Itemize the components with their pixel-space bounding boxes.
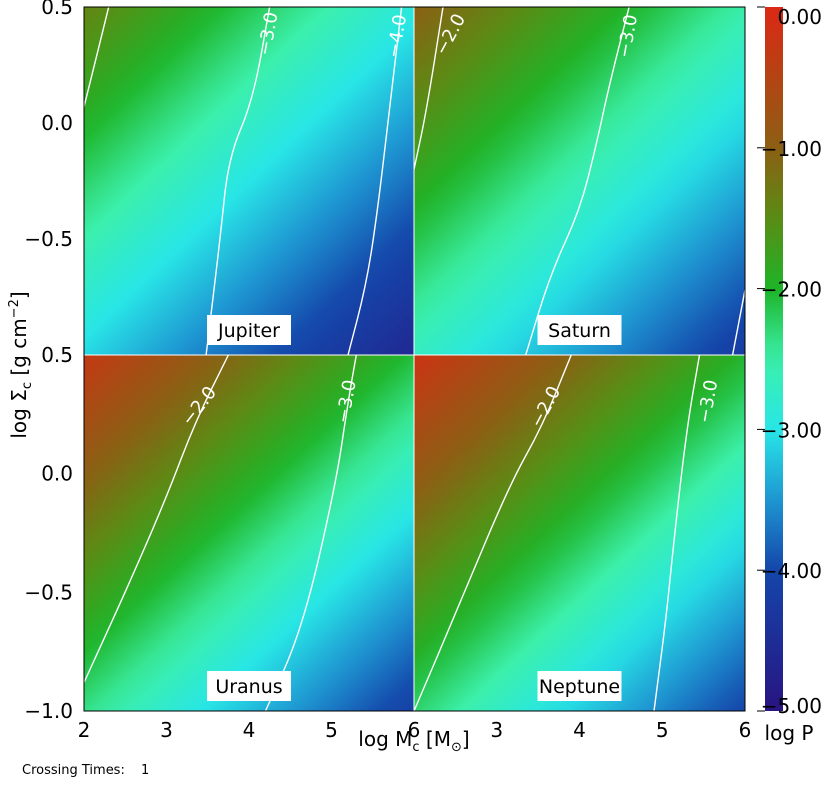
x-tick-label: 3 (160, 718, 173, 742)
y-tick-label: −0.5 (24, 227, 73, 251)
y-tick-label: 0.5 (41, 0, 73, 19)
heatmap-field (84, 7, 414, 355)
contour-line (414, 7, 444, 170)
x-tick-label: 3 (490, 718, 503, 742)
panel-label-box (207, 671, 291, 701)
footer: Crossing Times: 1 (22, 763, 161, 778)
colorbar-tick-label: −4.00 (761, 559, 822, 583)
panel-label: Uranus (215, 676, 282, 698)
panel-label: Saturn (548, 320, 611, 342)
panel-label-box (537, 671, 622, 701)
crossing-times-value: 1 (140, 763, 150, 778)
panel-label-box (207, 315, 291, 345)
colorbar-tick-label: −1.00 (761, 137, 822, 161)
tick-group: 2 3 4 5 6 3 4 5 6 0.5 0.0 −0.5 0.5 0.0 −0.5 −1.0 (24, 0, 751, 742)
x-tick-label: 5 (656, 718, 669, 742)
colorbar: 0.00 −1.00 −2.00 −3.00 −4.00 −5.00 (757, 5, 822, 718)
contour-line (653, 355, 701, 711)
x-tick-label: 5 (325, 718, 338, 742)
colorbar-title: log P (765, 721, 814, 745)
x-tick-label: 2 (78, 718, 91, 742)
colorbar-tick-label: −5.00 (761, 694, 822, 718)
panel-label: Jupiter (217, 320, 280, 342)
y-axis-title: log Σc [g cm−2] (7, 291, 35, 438)
heatmap-field (84, 355, 414, 711)
x-tick-label: 4 (573, 718, 586, 742)
heatmap-field (414, 7, 745, 355)
colorbar-tick-label: 0.00 (777, 5, 822, 29)
colorbar-gradient (765, 7, 783, 711)
contour-line (414, 355, 572, 711)
contour-line (525, 7, 630, 355)
y-tick-label: 0.5 (41, 343, 73, 367)
y-tick-label: 0.0 (41, 111, 73, 135)
x-tick-label: 4 (243, 718, 256, 742)
colorbar-tick-label: −3.00 (761, 418, 822, 442)
x-axis-title: log Mc [M⊙] (358, 727, 469, 755)
y-tick-label: 0.0 (41, 462, 73, 486)
crossing-times-label: Crossing Times: (22, 763, 125, 778)
y-tick-label: −1.0 (24, 699, 73, 723)
contour-line (347, 7, 403, 355)
panel-label: Neptune (539, 676, 620, 698)
colorbar-tick-label: −2.00 (761, 278, 822, 302)
contour-line (84, 355, 230, 683)
x-tick-label: 6 (739, 718, 752, 742)
panel-label-box (537, 315, 622, 345)
x-tick-label: 6 (408, 718, 421, 742)
y-tick-label: −0.5 (24, 580, 73, 604)
